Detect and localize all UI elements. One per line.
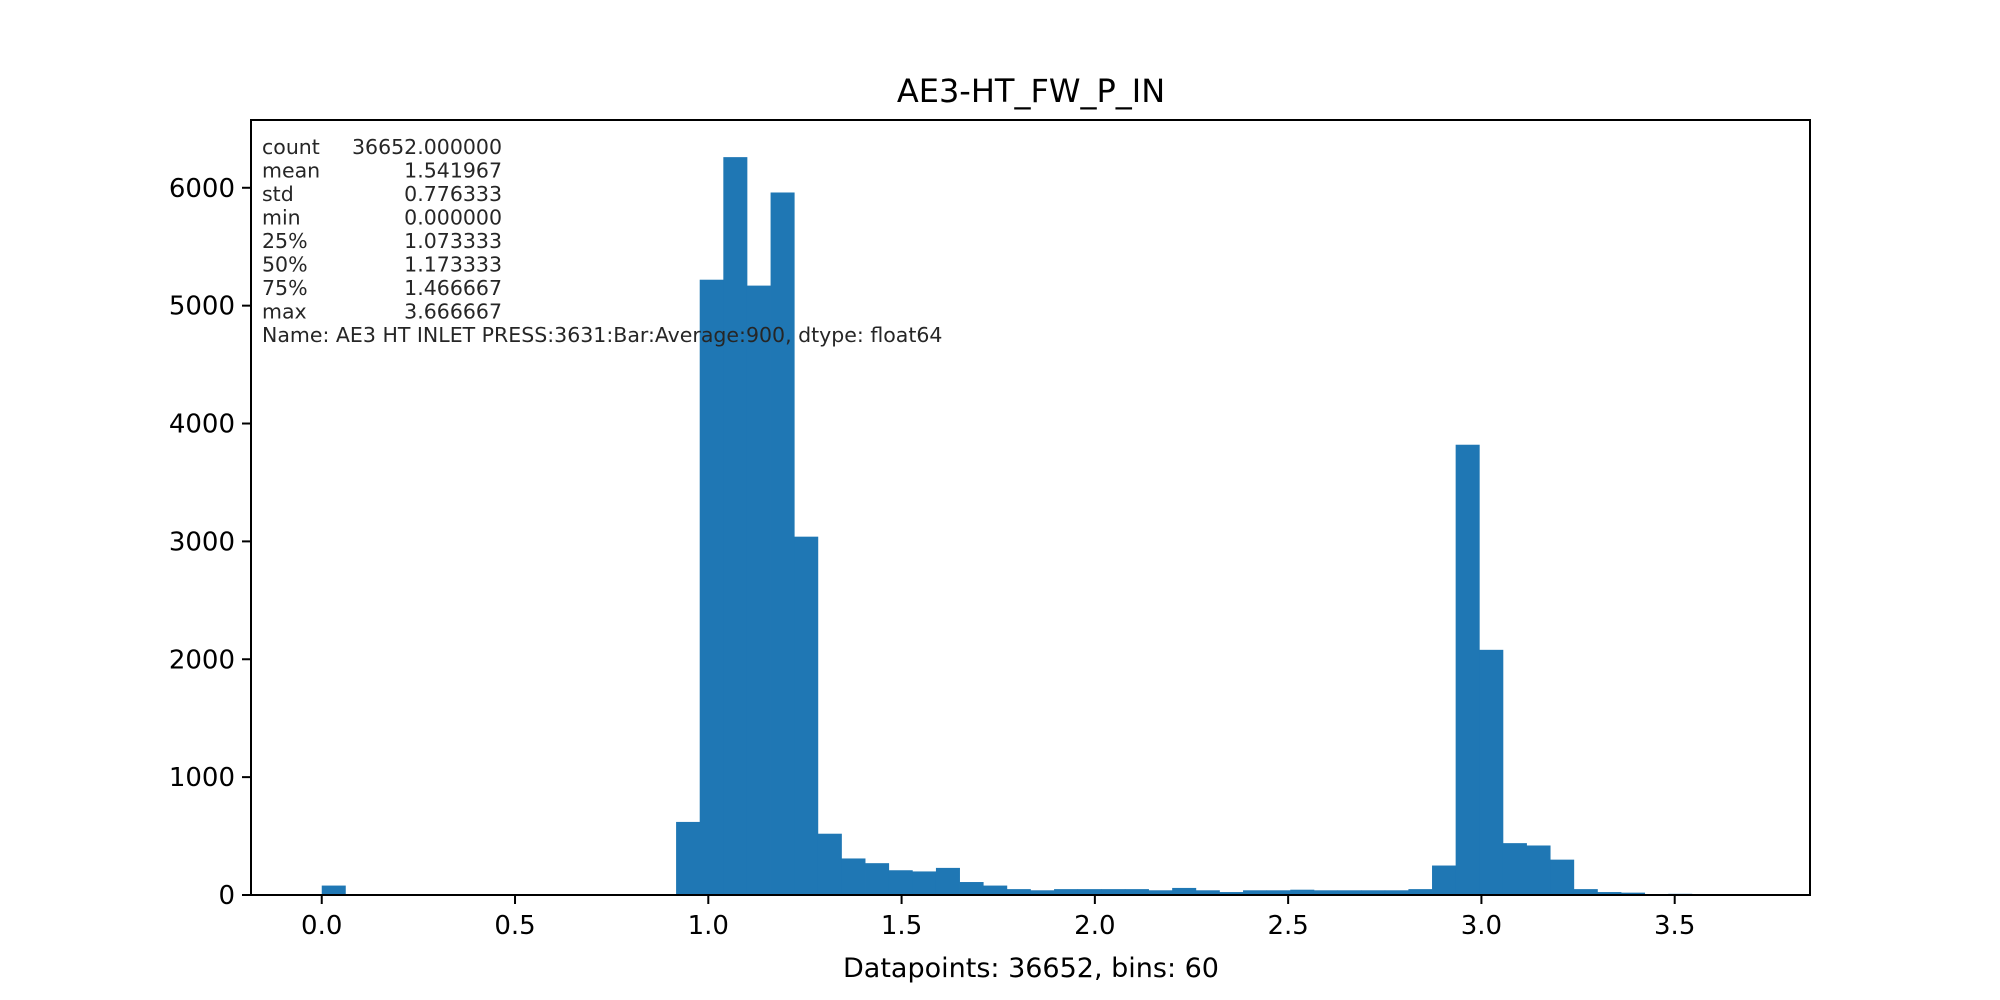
histogram-bar <box>723 157 748 895</box>
histogram-bar <box>1313 890 1338 895</box>
histogram-bar <box>1502 843 1527 895</box>
stats-line: Name: AE3 HT INLET PRESS:3631:Bar:Averag… <box>262 323 942 347</box>
histogram-bar <box>676 821 701 895</box>
histogram-bar <box>912 871 937 895</box>
y-tick-label: 6000 <box>169 174 235 204</box>
histogram-bar <box>1054 889 1079 895</box>
x-tick-label: 1.0 <box>688 911 729 941</box>
histogram-bar <box>1290 889 1315 895</box>
histogram-bar <box>1148 890 1173 895</box>
stats-summary: count 36652.000000 mean 1.541967 std 0.776333… <box>262 135 942 347</box>
histogram-bar <box>1384 890 1409 895</box>
stats-value: 1.073333 <box>404 229 502 253</box>
y-tick-label: 0 <box>218 881 235 911</box>
y-tick-label: 5000 <box>169 292 235 322</box>
stats-key: min <box>262 206 301 230</box>
histogram-bar <box>983 885 1008 895</box>
histogram-bars <box>321 157 1740 896</box>
stats-key: std <box>262 182 294 206</box>
x-axis-label: Datapoints: 36652, bins: 60 <box>843 953 1219 984</box>
x-tick-label: 0.5 <box>494 911 535 941</box>
histogram-bar <box>1219 892 1244 895</box>
y-axis: 0 1000 2000 3000 4000 5000 6000 <box>169 174 251 911</box>
histogram-bar <box>321 885 346 895</box>
x-tick-label: 1.5 <box>881 911 922 941</box>
stats-value: 1.466667 <box>404 276 502 300</box>
histogram-bar <box>817 833 842 895</box>
histogram-bar <box>1077 889 1102 895</box>
histogram-bar <box>1172 887 1197 895</box>
histogram-bar <box>1621 892 1646 895</box>
x-tick-label: 3.0 <box>1461 911 1502 941</box>
histogram-bar <box>794 536 819 895</box>
stats-key: 50% <box>262 253 308 277</box>
stats-value: 0.776333 <box>404 182 502 206</box>
histogram-bar <box>1243 890 1268 895</box>
histogram-bar <box>1526 845 1551 895</box>
histogram-bar <box>1408 889 1433 895</box>
stats-key: 75% <box>262 276 308 300</box>
histogram-bar <box>841 858 866 895</box>
stats-key: count <box>262 135 320 159</box>
histogram-bar <box>770 192 795 896</box>
chart-title: AE3-HT_FW_P_IN <box>897 72 1165 110</box>
y-tick-label: 3000 <box>169 527 235 557</box>
histogram-bar <box>1101 889 1126 895</box>
x-tick-label: 2.5 <box>1267 911 1308 941</box>
y-tick-label: 2000 <box>169 645 235 675</box>
x-axis: 0.0 0.5 1.0 1.5 2.0 2.5 3.0 3.5 <box>301 895 1695 941</box>
histogram-bar <box>1030 890 1055 895</box>
histogram-bar <box>1195 890 1220 895</box>
stats-key: max <box>262 300 307 324</box>
stats-value: 0.000000 <box>404 206 502 230</box>
histogram-bar <box>1266 890 1291 895</box>
stats-value: 1.173333 <box>404 253 502 277</box>
x-tick-label: 0.0 <box>301 911 342 941</box>
plot-frame <box>250 119 1811 896</box>
histogram-bar <box>699 279 724 896</box>
x-tick-label: 3.5 <box>1654 911 1695 941</box>
histogram-bar <box>1006 889 1031 895</box>
stats-key: 25% <box>262 229 308 253</box>
histogram-bar <box>1479 649 1504 895</box>
histogram-bar <box>935 867 960 895</box>
histogram-bar <box>1597 892 1622 895</box>
histogram-bar <box>746 285 771 895</box>
stats-value: 1.541967 <box>404 159 502 183</box>
stats-value: 3.666667 <box>404 300 502 324</box>
histogram-bar <box>1550 859 1575 895</box>
histogram-bar <box>865 863 890 895</box>
histogram-bar <box>959 882 984 895</box>
histogram-bar <box>1573 889 1598 895</box>
histogram-bar <box>1361 890 1386 895</box>
histogram-bar <box>1124 889 1149 895</box>
x-tick-label: 2.0 <box>1074 911 1115 941</box>
histogram-bar <box>1432 865 1457 895</box>
histogram-bar <box>1455 444 1480 895</box>
histogram-bar <box>888 870 913 895</box>
stats-key: mean <box>262 159 320 183</box>
histogram-bar <box>1337 890 1362 895</box>
stats-value: 36652.000000 <box>352 135 502 159</box>
y-tick-label: 1000 <box>169 763 235 793</box>
y-tick-label: 4000 <box>169 410 235 440</box>
